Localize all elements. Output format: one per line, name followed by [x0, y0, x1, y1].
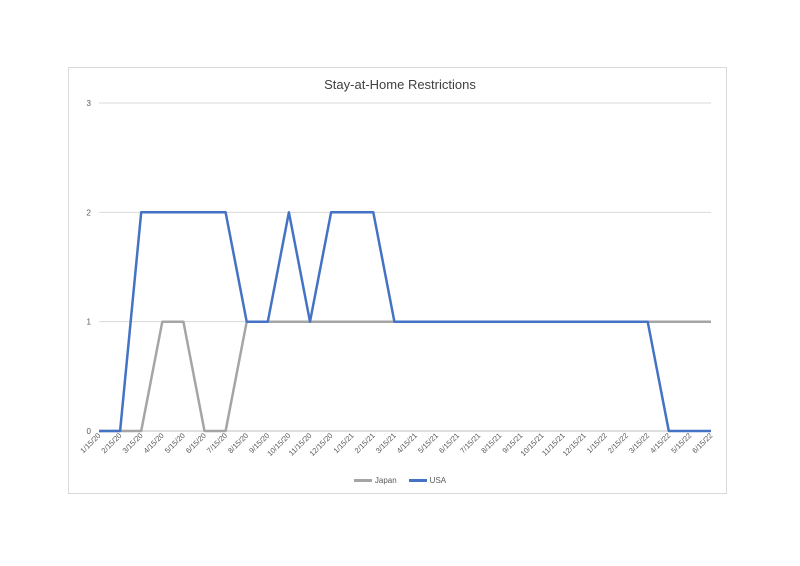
y-tick-label: 0 — [87, 427, 92, 436]
legend-label-usa: USA — [429, 476, 447, 485]
legend-swatch-usa — [408, 479, 427, 482]
y-tick-label: 2 — [87, 208, 92, 217]
x-tick-label: 12/15/20 — [308, 431, 335, 458]
x-tick-label: 4/15/21 — [395, 431, 419, 455]
x-tick-label: 4/15/22 — [648, 431, 672, 455]
x-tick-label: 3/15/21 — [374, 431, 398, 455]
y-axis-ticks: 0 1 2 3 — [87, 99, 92, 436]
x-axis-ticks: 1/15/202/15/203/15/204/15/205/15/206/15/… — [78, 431, 714, 458]
x-tick-label: 8/15/20 — [226, 431, 250, 455]
y-tick-label: 3 — [87, 99, 92, 108]
x-tick-label: 6/15/20 — [184, 431, 208, 455]
x-tick-label: 6/15/22 — [690, 431, 714, 455]
x-tick-label: 3/15/20 — [121, 431, 145, 455]
x-tick-label: 7/15/21 — [458, 431, 482, 455]
legend-swatch-japan — [353, 479, 372, 482]
x-tick-label: 6/15/21 — [437, 431, 461, 455]
chart-title: Stay-at-Home Restrictions — [324, 77, 476, 92]
x-tick-label: 7/15/20 — [205, 431, 229, 455]
series-line-usa — [99, 211, 711, 433]
chart-area — [68, 67, 727, 494]
series-line-japan — [99, 320, 711, 433]
x-tick-label: 2/15/21 — [353, 431, 377, 455]
legend-item-japan[interactable]: Japan — [353, 476, 397, 485]
series-lines — [99, 211, 711, 433]
x-tick-label: 2/15/20 — [99, 431, 123, 455]
gridlines — [99, 102, 711, 432]
x-tick-label: 2/15/22 — [606, 431, 630, 455]
x-tick-label: 5/15/21 — [416, 431, 440, 455]
x-tick-label: 5/15/22 — [669, 431, 693, 455]
x-tick-label: 1/15/21 — [332, 431, 356, 455]
x-tick-label: 4/15/20 — [142, 431, 166, 455]
legend-label-japan: Japan — [374, 476, 397, 485]
y-tick-label: 1 — [87, 318, 92, 327]
x-tick-label: 5/15/20 — [163, 431, 187, 455]
x-tick-label: 12/15/21 — [561, 431, 588, 458]
legend: Japan USA — [0, 476, 800, 485]
x-tick-label: 1/15/22 — [585, 431, 609, 455]
x-tick-label: 3/15/22 — [627, 431, 651, 455]
legend-item-usa[interactable]: USA — [408, 476, 447, 485]
x-tick-label: 8/15/21 — [479, 431, 503, 455]
